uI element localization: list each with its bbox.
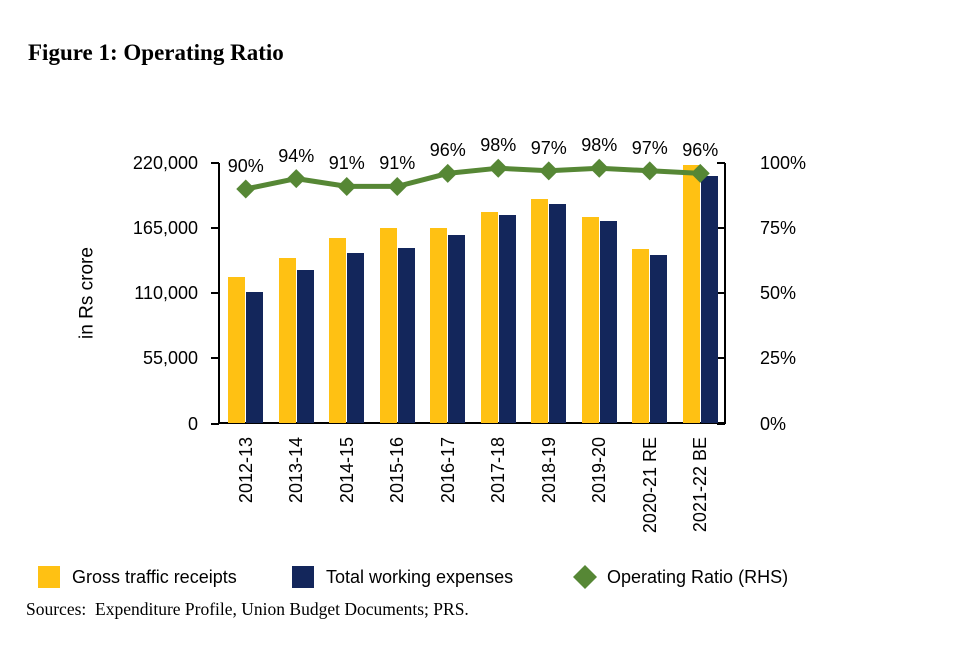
bar-gross-traffic-receipts xyxy=(480,212,498,423)
x-axis-label: 2016-17 xyxy=(437,437,458,504)
right-axis-tick xyxy=(717,162,725,164)
bar-gross-traffic-receipts xyxy=(581,217,599,423)
diamond-marker xyxy=(488,158,508,178)
bar-gross-traffic-receipts xyxy=(531,199,549,423)
x-axis-label: 2013-14 xyxy=(286,437,307,504)
bar-total-working-expenses xyxy=(700,176,718,423)
right-axis-tick-label: 0% xyxy=(760,414,787,434)
y-axis-tick-label: 55,000 xyxy=(142,348,198,368)
bar-total-working-expenses xyxy=(650,255,668,423)
diamond-marker xyxy=(589,158,609,178)
x-axis-label: 2012-13 xyxy=(235,437,256,504)
percent-data-label: 96% xyxy=(682,140,719,161)
bar-total-working-expenses xyxy=(448,235,466,423)
percent-data-label: 97% xyxy=(631,137,668,158)
diamond-marker xyxy=(387,176,407,196)
percent-data-label: 90% xyxy=(227,156,264,176)
left-axis-tick xyxy=(211,162,219,164)
diamond-marker xyxy=(640,161,660,181)
left-axis-tick xyxy=(211,423,219,425)
x-axis-label: 2017-18 xyxy=(488,437,509,504)
diamond-marker xyxy=(286,169,306,189)
legend-label-gross-traffic-receipts: Gross traffic receipts xyxy=(72,567,237,587)
x-axis-label: 2019-20 xyxy=(589,437,610,504)
x-axis-label: 2018-19 xyxy=(538,437,559,504)
legend-swatch-gross-traffic-receipts xyxy=(38,566,60,588)
bar-gross-traffic-receipts xyxy=(632,249,650,423)
percent-data-label: 96% xyxy=(429,140,466,161)
x-axis-label: 2021-22 BE xyxy=(690,437,711,533)
bar-total-working-expenses xyxy=(296,270,314,423)
y-axis-tick-label: 165,000 xyxy=(132,218,198,238)
diamond-marker xyxy=(337,176,357,196)
right-axis-tick-label: 100% xyxy=(760,153,807,173)
diamond-marker xyxy=(236,179,256,199)
right-axis-tick xyxy=(717,423,725,425)
percent-data-label: 91% xyxy=(379,153,416,174)
right-axis-tick xyxy=(717,227,725,229)
right-axis-tick-label: 75% xyxy=(760,218,797,238)
diamond-marker xyxy=(539,161,559,181)
legend-swatch-total-working-expenses xyxy=(292,566,314,588)
left-axis-tick xyxy=(211,227,219,229)
left-axis-line xyxy=(218,163,220,424)
legend-label-total-working-expenses: Total working expenses xyxy=(326,567,514,587)
left-axis-tick xyxy=(211,357,219,359)
percent-data-label: 98% xyxy=(581,135,618,156)
diamond-marker xyxy=(438,163,458,183)
right-axis-tick-label: 50% xyxy=(760,283,797,303)
sources-note: Sources: Expenditure Profile, Union Budg… xyxy=(26,599,469,619)
right-axis-tick-label: 25% xyxy=(760,348,797,368)
figure-title: Figure 1: Operating Ratio xyxy=(28,40,284,65)
x-axis-label: 2020-21 RE xyxy=(639,437,660,534)
x-axis-label: 2014-15 xyxy=(336,437,357,504)
bar-total-working-expenses xyxy=(498,215,516,423)
right-axis-line xyxy=(724,163,726,424)
y-axis-tick-label: 110,000 xyxy=(134,283,198,303)
right-axis-tick xyxy=(717,357,725,359)
bar-gross-traffic-receipts xyxy=(430,228,448,423)
bar-total-working-expenses xyxy=(246,292,264,423)
bar-gross-traffic-receipts xyxy=(228,277,246,423)
bar-gross-traffic-receipts xyxy=(379,228,397,423)
bar-gross-traffic-receipts xyxy=(682,165,700,423)
y-axis-tick-label: 220,000 xyxy=(132,153,198,173)
bar-gross-traffic-receipts xyxy=(329,238,347,423)
left-axis-tick xyxy=(211,292,219,294)
bar-total-working-expenses xyxy=(549,204,567,423)
bar-total-working-expenses xyxy=(599,221,617,423)
percent-data-label: 94% xyxy=(278,145,315,166)
y-axis-tick-label: 0 xyxy=(187,414,198,434)
percent-data-label: 97% xyxy=(530,137,567,158)
bar-gross-traffic-receipts xyxy=(278,258,296,423)
percent-data-label: 98% xyxy=(480,135,517,156)
percent-data-label: 91% xyxy=(328,153,365,174)
legend-label-operating-ratio: Operating Ratio (RHS) xyxy=(607,567,789,587)
x-axis-label: 2015-16 xyxy=(387,437,408,504)
right-axis-tick xyxy=(717,292,725,294)
bar-total-working-expenses xyxy=(347,253,365,423)
x-axis-line xyxy=(218,422,726,424)
bar-total-working-expenses xyxy=(397,248,415,423)
